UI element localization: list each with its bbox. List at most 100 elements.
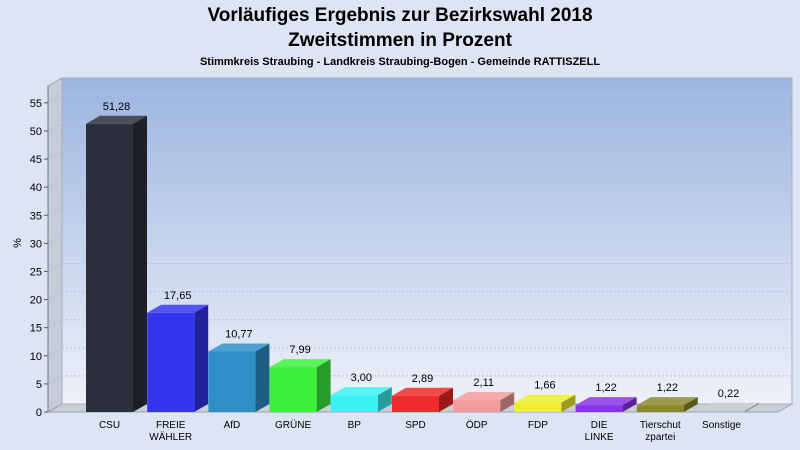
y-axis-label: % xyxy=(12,238,24,248)
grid-line-side xyxy=(47,94,63,104)
bar-top xyxy=(514,394,576,403)
bar xyxy=(208,343,270,412)
x-tick-label: ÖDP xyxy=(466,419,488,431)
bar-front xyxy=(330,395,378,412)
x-tick-label: zpartei xyxy=(645,432,675,443)
grid-line-side xyxy=(47,263,63,272)
bar-front xyxy=(514,402,562,412)
x-tick-label: AfD xyxy=(224,420,241,431)
grid-line-side xyxy=(47,122,63,132)
x-tick-label: Tierschut xyxy=(640,420,681,431)
chart-subtitle: Zweitstimmen in Prozent xyxy=(288,30,512,51)
y-tick-label: 0 xyxy=(36,407,42,419)
bar-front xyxy=(636,405,684,412)
value-label: 1,66 xyxy=(534,380,555,392)
grid-line-side xyxy=(47,178,63,188)
bar-top xyxy=(575,397,637,406)
chart-region-label: Stimmkreis Straubing - Landkreis Straubi… xyxy=(200,56,600,68)
y-tick-label: 30 xyxy=(30,238,42,250)
y-axis-ticks: 0 5 10 15 20 25 30 35 40 45 50 55 xyxy=(30,86,49,419)
bar-front xyxy=(392,395,439,412)
bar-top xyxy=(208,343,270,352)
bar-top xyxy=(86,115,147,124)
bar xyxy=(698,402,759,412)
grid-line-side xyxy=(47,375,63,385)
bar-side xyxy=(439,387,453,412)
value-label: 1,22 xyxy=(657,382,678,394)
y-tick-label: 45 xyxy=(30,154,42,166)
bar-side xyxy=(255,343,270,412)
bar xyxy=(636,397,698,412)
bar-front xyxy=(147,312,195,412)
x-tick-label: GRÜNE xyxy=(275,419,311,431)
bar-front xyxy=(453,400,501,412)
x-tick-label: SPD xyxy=(405,420,426,431)
grid-line-side xyxy=(47,291,63,301)
bar-side xyxy=(561,394,576,412)
value-label: 3,00 xyxy=(351,372,372,384)
bar-front xyxy=(86,123,133,413)
value-label: 17,65 xyxy=(164,290,192,302)
bar xyxy=(514,394,576,412)
bar-top xyxy=(698,402,759,411)
bar-side xyxy=(316,359,331,412)
bar-top xyxy=(269,359,331,368)
bar-top xyxy=(453,392,515,401)
y-tick-label: 20 xyxy=(30,295,42,307)
bar xyxy=(86,115,147,413)
chart-title: Vorläufiges Ergebnis zur Bezirkswahl 201… xyxy=(207,5,592,26)
left-wall xyxy=(47,77,63,413)
bar xyxy=(147,304,209,412)
grid-line-side xyxy=(47,234,63,244)
y-tick-label: 25 xyxy=(30,266,42,278)
y-tick-label: 15 xyxy=(30,323,42,335)
bars xyxy=(86,115,759,413)
value-label: 2,89 xyxy=(412,373,433,385)
grid-line-side xyxy=(47,319,63,329)
bar xyxy=(392,387,453,412)
bar-side xyxy=(745,402,759,412)
x-tick-label: WÄHLER xyxy=(149,431,192,443)
y-tick-label: 40 xyxy=(30,182,42,194)
value-label: 51,28 xyxy=(103,101,131,113)
y-tick-label: 5 xyxy=(36,379,42,391)
value-label: 0,22 xyxy=(718,388,739,400)
bar-side xyxy=(500,392,515,412)
x-tick-label: BP xyxy=(348,420,362,431)
bar-front xyxy=(698,410,745,412)
grid-line-side xyxy=(47,150,63,160)
x-tick-label: LINKE xyxy=(585,432,614,443)
value-label: 1,22 xyxy=(595,382,616,394)
bar-side xyxy=(133,115,147,413)
x-tick-label: Sonstige xyxy=(702,420,741,431)
bar-side xyxy=(377,387,392,412)
value-labels: 51,28 17,65 10,77 7,99 3,00 2,89 2,11 1,66 1,22 1… xyxy=(103,101,739,400)
bar xyxy=(330,387,392,412)
y-tick-label: 35 xyxy=(30,210,42,222)
bar xyxy=(575,397,637,412)
bar xyxy=(453,392,515,412)
x-tick-label: FDP xyxy=(528,420,548,431)
bar-top xyxy=(636,397,698,406)
x-tick-label: DIE xyxy=(591,420,608,431)
value-label: 7,99 xyxy=(289,344,310,356)
bar-top xyxy=(330,387,392,396)
value-label: 2,11 xyxy=(473,377,494,389)
bar-front xyxy=(575,405,623,412)
value-label: 10,77 xyxy=(225,328,253,340)
y-tick-label: 10 xyxy=(30,351,42,363)
bar-top xyxy=(147,304,209,313)
y-tick-label: 55 xyxy=(30,98,42,110)
bar-front xyxy=(269,367,317,412)
x-tick-label: CSU xyxy=(99,420,120,431)
y-tick-label: 50 xyxy=(30,126,42,138)
grid-line-side xyxy=(47,206,63,216)
grid-line-side xyxy=(47,347,63,357)
bar-front xyxy=(208,351,256,412)
bar-top xyxy=(392,387,453,396)
bar-side xyxy=(194,304,209,412)
bar xyxy=(269,359,331,412)
